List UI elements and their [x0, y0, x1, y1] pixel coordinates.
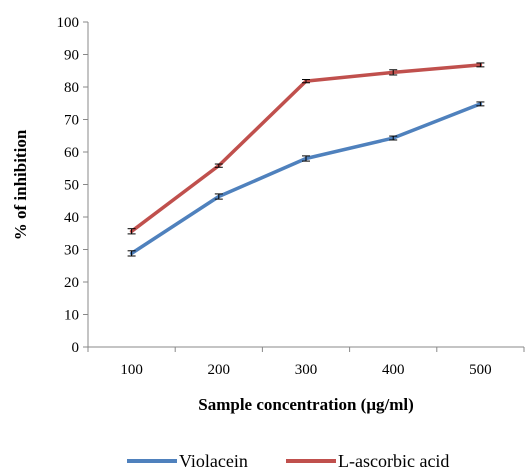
- y-tick-label: 100: [57, 15, 80, 31]
- error-bar-violacein: [214, 193, 223, 200]
- y-tick-label: 30: [64, 243, 79, 259]
- y-tick-label: 40: [64, 210, 79, 226]
- y-tick-label: 90: [64, 48, 79, 64]
- y-tick-label: 80: [64, 80, 79, 96]
- x-tick-label: 300: [295, 362, 318, 378]
- series-line-violacein: [129, 102, 483, 256]
- x-tick-label: 100: [120, 362, 143, 378]
- axes: [87, 22, 524, 348]
- x-axis-title: Sample concentration (μg/ml): [198, 395, 414, 414]
- y-tick-label: 20: [64, 275, 79, 291]
- x-tick-label: 500: [469, 362, 492, 378]
- error-bar-l-ascorbic-acid: [476, 62, 485, 68]
- error-bar-l-ascorbic-acid: [389, 69, 398, 76]
- x-tick-label: 200: [208, 362, 231, 378]
- series-layer: [127, 62, 485, 257]
- error-bar-l-ascorbic-acid: [302, 79, 310, 84]
- y-tick-label: 60: [64, 145, 79, 161]
- legend-label-violacein: Violacein: [179, 451, 248, 471]
- legend: Violacein L-ascorbic acid: [127, 451, 449, 471]
- error-bar-violacein: [476, 101, 485, 107]
- series-line-l-ascorbic-acid: [129, 63, 483, 234]
- y-ticks: 0 10 20 30 40 50 60 70 80 90 100: [57, 15, 88, 356]
- legend-label-l-ascorbic-acid: L-ascorbic acid: [338, 451, 449, 471]
- y-axis-title: % of inhibition: [11, 129, 30, 240]
- error-bar-l-ascorbic-acid: [127, 228, 136, 235]
- x-tick-label: 400: [382, 362, 405, 378]
- y-tick-label: 70: [64, 113, 79, 129]
- y-tick-label: 0: [72, 340, 80, 356]
- y-tick-label: 10: [64, 308, 79, 324]
- x-ticks: 100 200 300 400 500: [87, 347, 525, 378]
- error-bar-violacein: [127, 250, 136, 257]
- error-bar-l-ascorbic-acid: [214, 163, 223, 168]
- error-bar-violacein: [302, 155, 310, 162]
- error-bar-violacein: [389, 135, 398, 141]
- y-tick-label: 50: [64, 178, 79, 194]
